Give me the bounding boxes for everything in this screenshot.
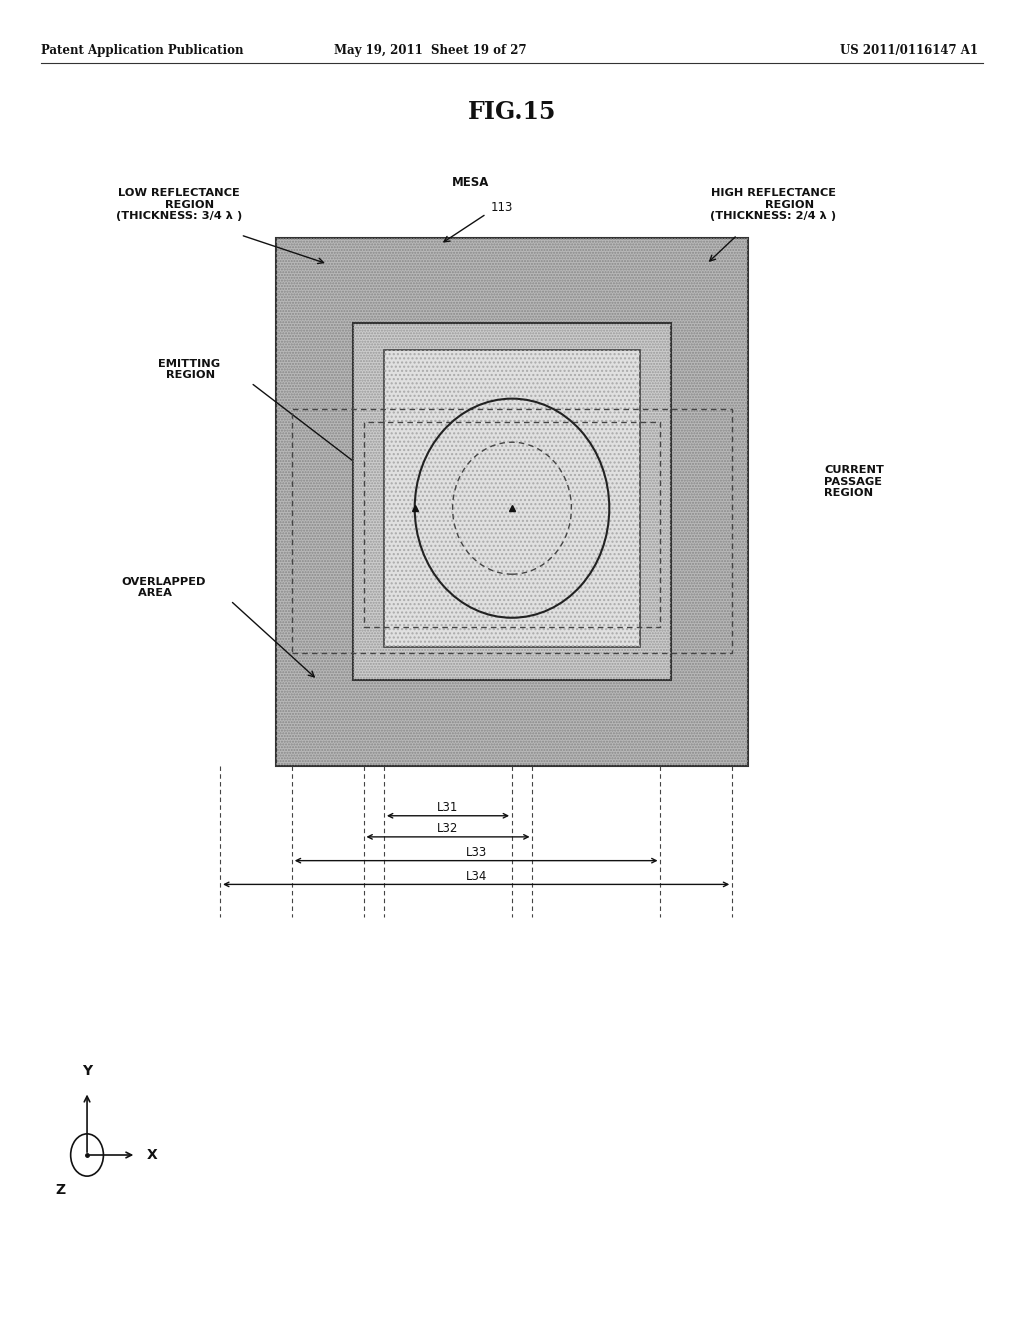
- Text: Z: Z: [55, 1183, 66, 1197]
- Text: OVERLAPPED
    AREA: OVERLAPPED AREA: [122, 577, 206, 598]
- Text: L34: L34: [466, 870, 486, 883]
- Text: EMITTING
  REGION: EMITTING REGION: [159, 359, 220, 380]
- Bar: [276, 238, 748, 766]
- Text: US 2011/0116147 A1: US 2011/0116147 A1: [840, 44, 978, 57]
- Text: FIG.15: FIG.15: [468, 100, 556, 124]
- Text: CURRENT
PASSAGE
REGION: CURRENT PASSAGE REGION: [824, 465, 884, 499]
- Text: HIGH REFLECTANCE
        REGION
(THICKNESS: 2/4 λ ): HIGH REFLECTANCE REGION (THICKNESS: 2/4 …: [710, 187, 837, 222]
- Bar: [364, 422, 660, 627]
- Text: Y: Y: [82, 1064, 92, 1078]
- Text: Patent Application Publication: Patent Application Publication: [41, 44, 244, 57]
- Bar: [276, 238, 748, 766]
- Bar: [353, 323, 671, 680]
- Text: 113: 113: [490, 201, 513, 214]
- Bar: [384, 350, 640, 647]
- Text: L32: L32: [437, 822, 459, 836]
- Text: X: X: [146, 1148, 157, 1162]
- Text: MESA: MESA: [453, 176, 489, 189]
- Text: L31: L31: [437, 801, 459, 814]
- Bar: [353, 323, 671, 680]
- Text: May 19, 2011  Sheet 19 of 27: May 19, 2011 Sheet 19 of 27: [334, 44, 526, 57]
- Text: L33: L33: [466, 846, 486, 859]
- Bar: [292, 409, 732, 653]
- Text: LOW REFLECTANCE
     REGION
(THICKNESS: 3/4 λ ): LOW REFLECTANCE REGION (THICKNESS: 3/4 λ…: [116, 187, 243, 222]
- Bar: [384, 350, 640, 647]
